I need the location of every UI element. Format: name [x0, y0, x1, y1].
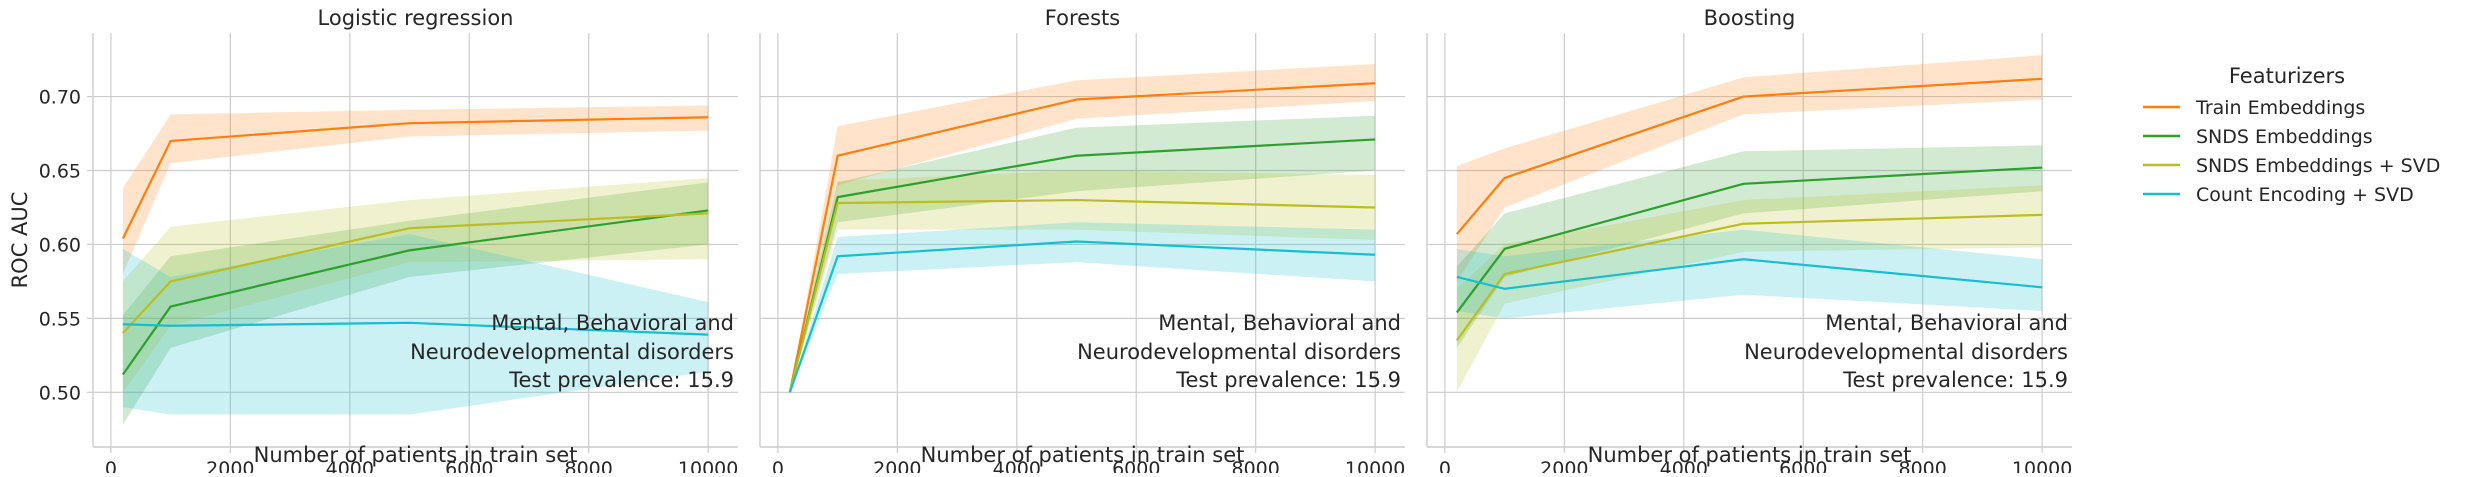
- x-tick-label: 2000: [873, 458, 921, 473]
- series-line-count-encoding-svd: [788, 240, 1376, 393]
- panel-logistic-regression: 0 2000 4000 6000 8000 10000 0.50 0.55 0.60 0.65 0.…: [8, 6, 738, 477]
- ci-band-count-encoding-svd: [122, 234, 709, 415]
- series-line-count-encoding-svd: [1456, 258, 2043, 290]
- x-tick-label: 6000: [445, 458, 493, 473]
- x-axis-label: Number of patients in train set: [1588, 443, 1912, 467]
- x-tick-label: 10000: [2012, 458, 2072, 473]
- x-tick-label: 4000: [326, 458, 374, 473]
- panel-boosting: 0 2000 4000 6000 8000 10000 Number of patients…: [1426, 6, 2072, 477]
- series-line-count-encoding-svd: [122, 321, 709, 336]
- ci-band-snds-embeddings-svd: [789, 170, 1376, 393]
- legend-label-snds-embeddings: SNDS Embeddings: [2196, 126, 2373, 148]
- x-tick-label: 4000: [1660, 458, 1708, 473]
- panel-forests: 0 2000 4000 6000 8000 10000 Number of patients…: [759, 6, 1405, 477]
- annotation-line: Test prevalence: 15.9: [1842, 368, 2068, 392]
- y-tick-label: 0.65: [39, 161, 81, 183]
- x-tick-label: 8000: [1232, 458, 1280, 473]
- ci-band-snds-embeddings: [1456, 145, 2043, 348]
- panel-title: Forests: [1045, 6, 1120, 30]
- x-tick-label: 8000: [565, 458, 613, 473]
- annotation-line: Mental, Behavioral and: [491, 311, 734, 335]
- x-tick-label: 10000: [1345, 458, 1405, 473]
- ci-band-train-embeddings: [122, 105, 709, 275]
- y-tick-label: 0.50: [39, 382, 81, 404]
- series-line-train-embeddings: [121, 116, 709, 240]
- annotation-line: Neurodevelopmental disorders: [410, 340, 734, 364]
- series-line-snds-embeddings-svd: [788, 198, 1376, 393]
- legend-label-train-embeddings: Train Embeddings: [2195, 97, 2365, 119]
- ci-band-snds-embeddings-svd: [1456, 185, 2043, 393]
- legend: Featurizers Train Embeddings SNDS Embeddin…: [2143, 64, 2440, 206]
- x-tick-label: 6000: [1112, 458, 1160, 473]
- annotation-line: Test prevalence: 15.9: [508, 368, 734, 392]
- x-tick-label: 0: [105, 458, 117, 473]
- x-axis-label: Number of patients in train set: [921, 443, 1245, 467]
- ci-band-snds-embeddings: [789, 115, 1376, 393]
- legend-title: Featurizers: [2229, 64, 2345, 88]
- annotation-line: Mental, Behavioral and: [1825, 311, 2068, 335]
- annotation-line: Neurodevelopmental disorders: [1077, 340, 1401, 364]
- legend-label-snds-embeddings-svd: SNDS Embeddings + SVD: [2196, 155, 2440, 177]
- ci-band-count-encoding-svd: [1456, 229, 2043, 319]
- annotation-line: Test prevalence: 15.9: [1175, 368, 1401, 392]
- ci-band-count-encoding-svd: [789, 222, 1376, 393]
- y-axis-label: ROC AUC: [8, 192, 32, 289]
- series-line-snds-embeddings: [121, 209, 709, 376]
- ci-band-train-embeddings: [789, 64, 1376, 393]
- series-line-snds-embeddings-svd: [1455, 213, 2043, 342]
- panel-title: Logistic regression: [318, 6, 514, 30]
- annotation-line: Neurodevelopmental disorders: [1744, 340, 2068, 364]
- x-tick-label: 2000: [1540, 458, 1588, 473]
- ci-band-snds-embeddings-svd: [122, 177, 709, 393]
- x-axis-label: Number of patients in train set: [254, 443, 578, 467]
- x-tick-label: 4000: [993, 458, 1041, 473]
- x-tick-label: 10000: [678, 458, 738, 473]
- x-tick-label: 8000: [1899, 458, 1947, 473]
- panel-title: Boosting: [1704, 6, 1796, 30]
- series-line-snds-embeddings-svd: [122, 212, 709, 334]
- y-tick-label: 0.55: [39, 308, 81, 330]
- y-tick-label: 0.60: [39, 234, 81, 256]
- ci-band-train-embeddings: [1456, 55, 2043, 282]
- series-line-train-embeddings: [1456, 77, 2043, 235]
- x-tick-label: 0: [1439, 458, 1451, 473]
- x-tick-label: 2000: [206, 458, 254, 473]
- ci-band-snds-embeddings: [122, 182, 709, 425]
- x-tick-label: 0: [772, 458, 784, 473]
- x-tick-label: 6000: [1779, 458, 1827, 473]
- y-tick-label: 0.70: [39, 87, 81, 109]
- legend-label-count-encoding-svd: Count Encoding + SVD: [2196, 184, 2414, 206]
- series-line-train-embeddings: [788, 82, 1376, 393]
- annotation-line: Mental, Behavioral and: [1158, 311, 1401, 335]
- series-line-snds-embeddings: [1455, 166, 2043, 314]
